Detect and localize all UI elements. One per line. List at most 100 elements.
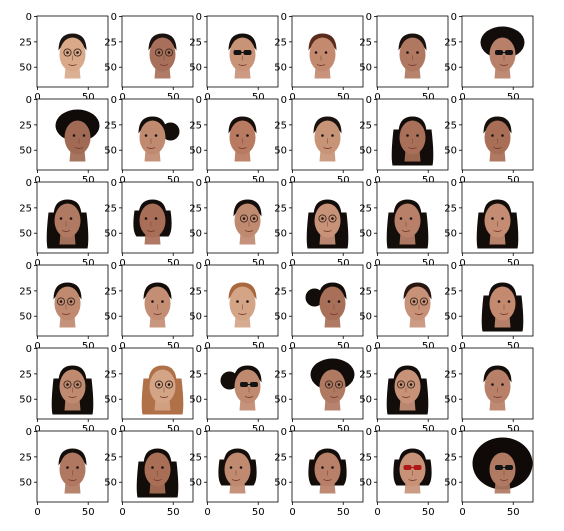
glasses [73,380,82,389]
eye [154,217,158,220]
face [319,286,346,321]
y-tick-label: 50 [444,478,457,489]
glasses [249,214,259,223]
eye [69,300,73,303]
face [64,120,91,155]
mouth [414,313,424,315]
y-tick-label: 25 [359,286,372,297]
eye [501,134,504,137]
x-tick-label: 50 [422,92,435,103]
y-tick-label: 25 [19,37,32,48]
mouth [323,230,332,232]
face-panel: 0 25 50 0 50 [189,427,279,518]
y-tick-label: 50 [19,395,32,406]
y-tick-label: 50 [444,312,457,323]
face-image [308,33,337,79]
y-tick-label: 0 [26,178,32,189]
y-tick-label: 0 [366,344,372,355]
axes-frame [291,430,364,503]
eye [59,217,63,220]
x-tick-label: 0 [34,424,40,435]
face-panel: 0 25 50 0 50 [189,261,279,352]
face-panel: 0 25 50 0 50 [104,344,194,435]
x-tick-label: 0 [374,507,380,518]
y-tick-label: 50 [104,146,117,157]
x-tick-label: 0 [119,92,125,103]
mouth [493,396,502,398]
face-image [228,282,257,328]
eye [409,383,413,386]
sunglasses [505,465,513,470]
y-tick-label: 25 [19,203,32,214]
y-tick-label: 0 [451,427,457,438]
x-tick-label: 50 [507,92,520,103]
glasses [334,380,344,389]
axes-frame [121,347,194,420]
face-image [58,448,87,494]
eye [331,217,334,220]
face [139,120,166,155]
eye [409,217,413,220]
face-image [313,116,342,162]
y-tick-label: 25 [189,286,202,297]
eye [399,383,403,386]
x-tick-label: 0 [119,341,125,352]
face-image [483,116,512,162]
eye [416,134,419,137]
mouth [316,64,326,66]
x-tick-label: 50 [82,424,95,435]
y-tick-label: 50 [444,229,457,240]
axes-frame [291,98,364,171]
y-tick-label: 0 [111,178,117,189]
eye [154,134,158,137]
x-tick-label: 0 [459,258,465,269]
x-tick-label: 0 [374,258,380,269]
face-image [228,116,257,162]
y-tick-label: 0 [26,12,32,23]
face-panel: 0 25 50 0 50 [19,427,109,518]
eye [144,134,148,137]
face-panel: 0 25 50 0 50 [189,12,279,103]
mouth [238,147,247,149]
y-tick-label: 50 [104,63,117,74]
axes-frame [291,264,364,337]
y-tick-label: 0 [111,427,117,438]
axes-frame [121,430,194,503]
eye [324,51,328,54]
glasses [66,297,76,306]
mouth [493,147,502,149]
x-tick-label: 0 [374,424,380,435]
axes-frame [206,347,279,420]
face-image [46,199,89,249]
y-tick-label: 0 [196,261,202,272]
eye [331,134,334,137]
glasses [164,380,174,389]
face [399,37,426,72]
y-tick-label: 50 [274,478,287,489]
x-tick-label: 0 [204,92,210,103]
glasses [406,380,416,389]
x-tick-label: 50 [252,92,265,103]
glasses [63,48,72,57]
face-panel: 0 25 50 0 50 [19,12,109,103]
y-tick-label: 25 [189,203,202,214]
face [314,452,341,487]
y-tick-label: 0 [366,95,372,106]
face-panel: 0 25 50 0 50 [274,344,364,435]
y-tick-label: 0 [196,12,202,23]
face [484,120,511,155]
eye [66,51,69,54]
face-image [306,199,349,249]
mouth [68,64,77,66]
y-tick-label: 50 [19,63,32,74]
face-image [393,448,432,494]
face-image [138,116,180,162]
y-tick-label: 25 [189,120,202,131]
face-panel: 0 25 50 0 50 [19,95,109,186]
y-tick-label: 25 [274,120,287,131]
axes-frame [461,98,534,171]
x-tick-label: 50 [82,258,95,269]
axes-frame [121,181,194,254]
face-panel: 0 25 50 0 50 [359,12,449,103]
